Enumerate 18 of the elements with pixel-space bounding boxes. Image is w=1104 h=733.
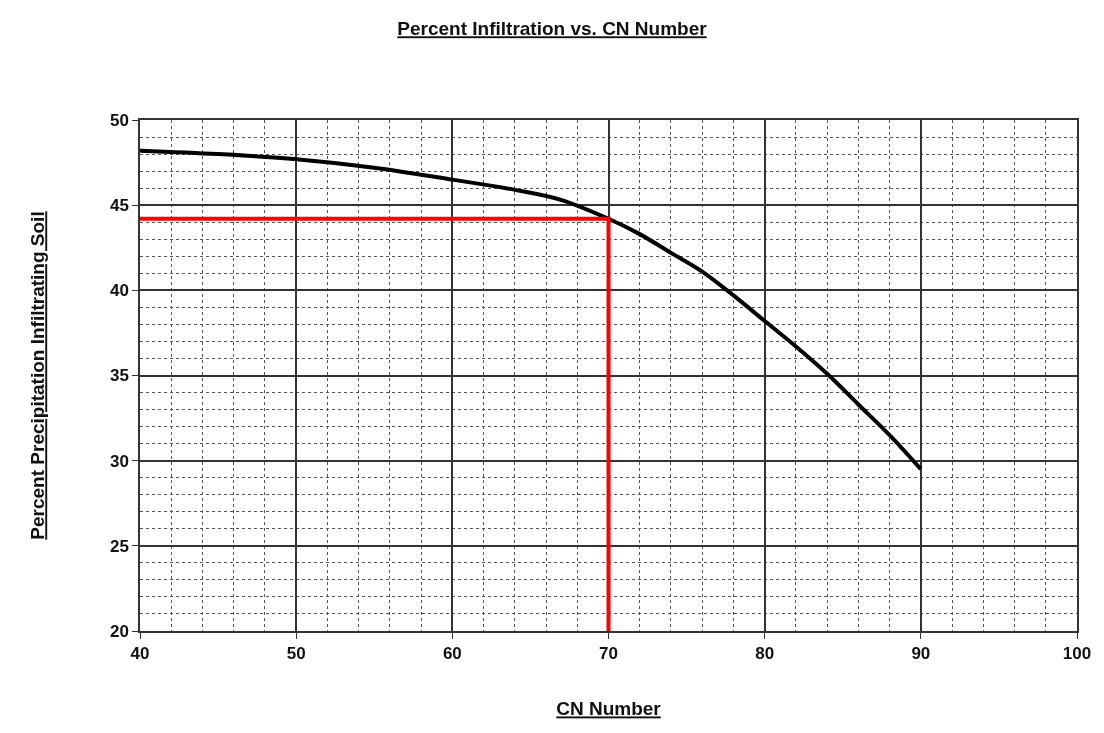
x-tick-label: 60 xyxy=(442,644,462,664)
x-tick-label: 100 xyxy=(1062,644,1092,664)
y-tick-label: 20 xyxy=(109,621,129,641)
x-tick-label: 40 xyxy=(130,644,150,664)
x-tick-label: 70 xyxy=(599,644,618,664)
y-tick-label: 30 xyxy=(109,451,129,471)
line-series xyxy=(140,148,923,472)
x-tick-label: 90 xyxy=(911,644,931,664)
x-axis-title: CN Number xyxy=(556,698,662,720)
y-tick-label: 45 xyxy=(109,196,129,216)
y-tick-label: 35 xyxy=(109,366,129,386)
x-tick-label: 50 xyxy=(286,644,306,664)
y-tick-label: 50 xyxy=(109,110,129,130)
x-tick-label: 80 xyxy=(755,644,775,664)
y-tick-label: 25 xyxy=(109,536,129,556)
y-tick-label: 40 xyxy=(109,281,129,301)
y-axis-title: Percent Precipitation Infiltrating Soil xyxy=(27,211,49,540)
chart-title: Percent Infiltration vs. CN Number xyxy=(397,18,708,40)
